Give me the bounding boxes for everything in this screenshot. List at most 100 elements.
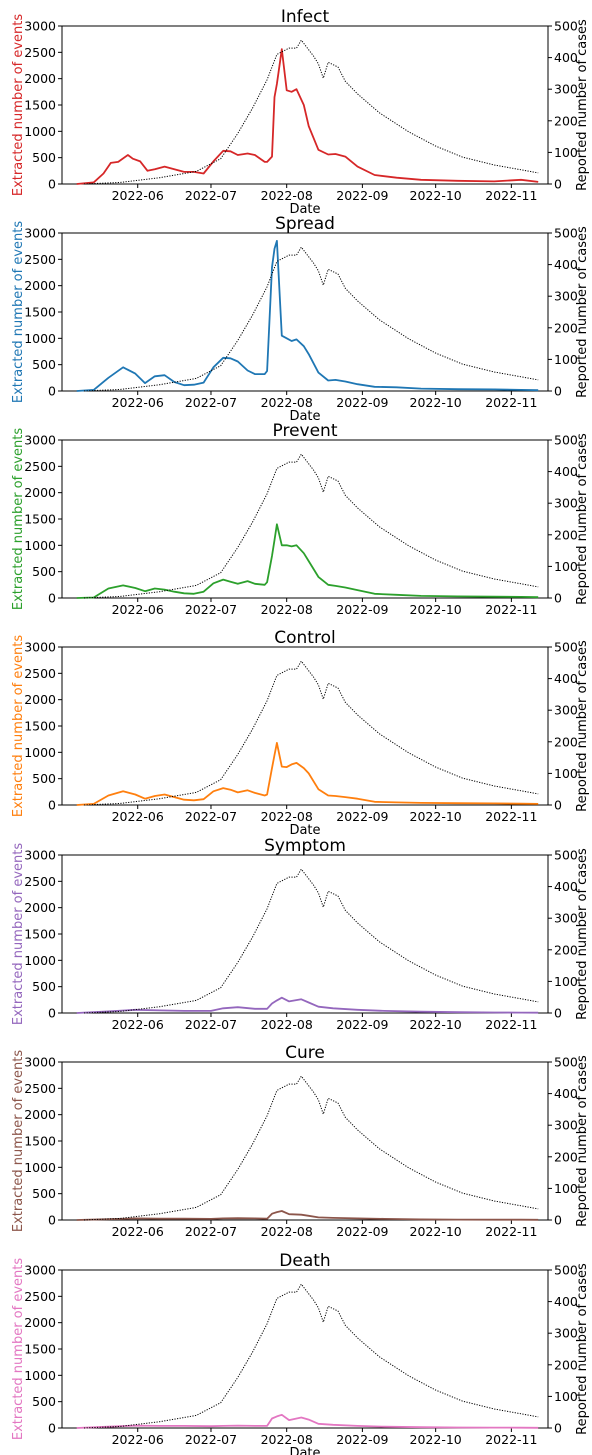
xtick-label: 2022-09 [336,1224,388,1239]
ytick-right-label: 200 [554,527,578,542]
chart-panel-death: Death 0 500 1000 1500 2000 2500 3000 0 100 200 300 4… [11,1251,590,1455]
ytick-label: 500 [32,357,56,372]
ytick-label: 0 [48,1213,56,1228]
ytick-label: 2500 [24,459,56,474]
ytick-label: 1000 [24,124,56,139]
ytick-label: 2500 [24,666,56,681]
cases-series-line [83,246,539,392]
y-axis-label: Extracted number of events [11,1050,26,1233]
cases-series-line [83,868,539,1014]
y-axis-right-label: Reported number of cases [575,433,590,605]
chart-title: Infect [281,7,330,27]
xtick-label: 2022-11 [485,188,537,203]
ytick-right-label: 400 [554,257,578,272]
ytick-label: 1500 [24,1342,56,1357]
ytick-label: 500 [32,564,56,579]
ytick-right-label: 500 [554,19,578,34]
xtick-label: 2022-10 [410,1432,462,1447]
ytick-right-label: 500 [554,1055,578,1070]
ytick-right-label: 200 [554,320,578,335]
ytick-label: 1000 [24,745,56,760]
ytick-right-label: 400 [554,50,578,65]
xtick-label: 2022-07 [185,395,237,410]
xtick-label: 2022-09 [336,602,388,617]
ytick-right-label: 0 [554,1421,562,1436]
ytick-label: 1000 [24,953,56,968]
ytick-right-label: 100 [554,559,578,574]
xtick-label: 2022-11 [485,1017,537,1032]
ytick-label: 1500 [24,305,56,320]
xtick-label: 2022-08 [261,395,313,410]
ytick-label: 1500 [24,927,56,942]
y-axis-right-label: Reported number of cases [575,226,590,398]
ytick-right-label: 400 [554,671,578,686]
ytick-label: 0 [48,177,56,192]
ytick-right-label: 500 [554,848,578,863]
xtick-label: 2022-09 [336,1432,388,1447]
chart-title: Cure [285,1043,325,1063]
chart-panel-infect: Infect 0 500 1000 1500 2000 2500 3000 0 100 200 300… [11,7,590,217]
chart-title: Control [274,628,335,648]
cases-series-line [83,453,539,599]
xtick-label: 2022-10 [410,395,462,410]
ytick-right-label: 0 [554,384,562,399]
ytick-label: 2500 [24,1289,56,1304]
xtick-label: 2022-11 [485,1432,537,1447]
ytick-right-label: 100 [554,766,578,781]
xtick-label: 2022-08 [261,602,313,617]
events-series-line [76,996,539,1014]
ytick-right-label: 0 [554,177,562,192]
xtick-label: 2022-10 [410,1224,462,1239]
xtick-label: 2022-06 [112,602,164,617]
xtick-label: 2022-09 [336,395,388,410]
chart-panel-control: Control 0 500 1000 1500 2000 2500 3000 0 100 200 30… [11,628,590,838]
ytick-label: 3000 [24,433,56,448]
xtick-label: 2022-09 [336,188,388,203]
ytick-right-label: 400 [554,1294,578,1309]
xtick-label: 2022-10 [410,188,462,203]
x-axis-label: Date [289,202,320,217]
xtick-label: 2022-06 [112,809,164,824]
cases-series-line [83,39,539,185]
xtick-label: 2022-10 [410,602,462,617]
ytick-right-label: 200 [554,1357,578,1372]
events-series-line [76,239,539,392]
ytick-label: 2000 [24,900,56,915]
ytick-right-label: 300 [554,289,578,304]
ytick-label: 2500 [24,874,56,889]
xtick-label: 2022-11 [485,809,537,824]
ytick-right-label: 300 [554,703,578,718]
y-axis-label: Extracted number of events [11,14,26,197]
ytick-label: 500 [32,150,56,165]
ytick-label: 3000 [24,19,56,34]
xtick-label: 2022-07 [185,809,237,824]
ytick-label: 3000 [24,1263,56,1278]
ytick-label: 1500 [24,719,56,734]
ytick-right-label: 500 [554,226,578,241]
chart-title: Symptom [264,836,346,856]
ytick-label: 3000 [24,640,56,655]
events-series-line [76,742,539,806]
y-axis-right-label: Reported number of cases [575,640,590,812]
xtick-label: 2022-06 [112,1432,164,1447]
y-axis-label: Extracted number of events [11,428,26,611]
chart-panel-cure: Cure 0 500 1000 1500 2000 2500 3000 0 100 200 300 40… [11,1043,590,1239]
xtick-label: 2022-08 [261,1432,313,1447]
xtick-label: 2022-09 [336,1017,388,1032]
ytick-right-label: 300 [554,911,578,926]
ytick-label: 1500 [24,98,56,113]
ytick-label: 500 [32,1186,56,1201]
ytick-right-label: 0 [554,798,562,813]
xtick-label: 2022-10 [410,1017,462,1032]
y-axis-label: Extracted number of events [11,221,26,404]
xtick-label: 2022-10 [410,809,462,824]
xtick-label: 2022-08 [261,1017,313,1032]
xtick-label: 2022-11 [485,1224,537,1239]
ytick-label: 0 [48,1006,56,1021]
ytick-label: 2500 [24,252,56,267]
ytick-right-label: 300 [554,1326,578,1341]
ytick-label: 1000 [24,1368,56,1383]
cases-series-line [83,660,539,806]
chart-panel-spread: Spread 0 500 1000 1500 2000 2500 3000 0 100 200 300… [11,214,590,424]
